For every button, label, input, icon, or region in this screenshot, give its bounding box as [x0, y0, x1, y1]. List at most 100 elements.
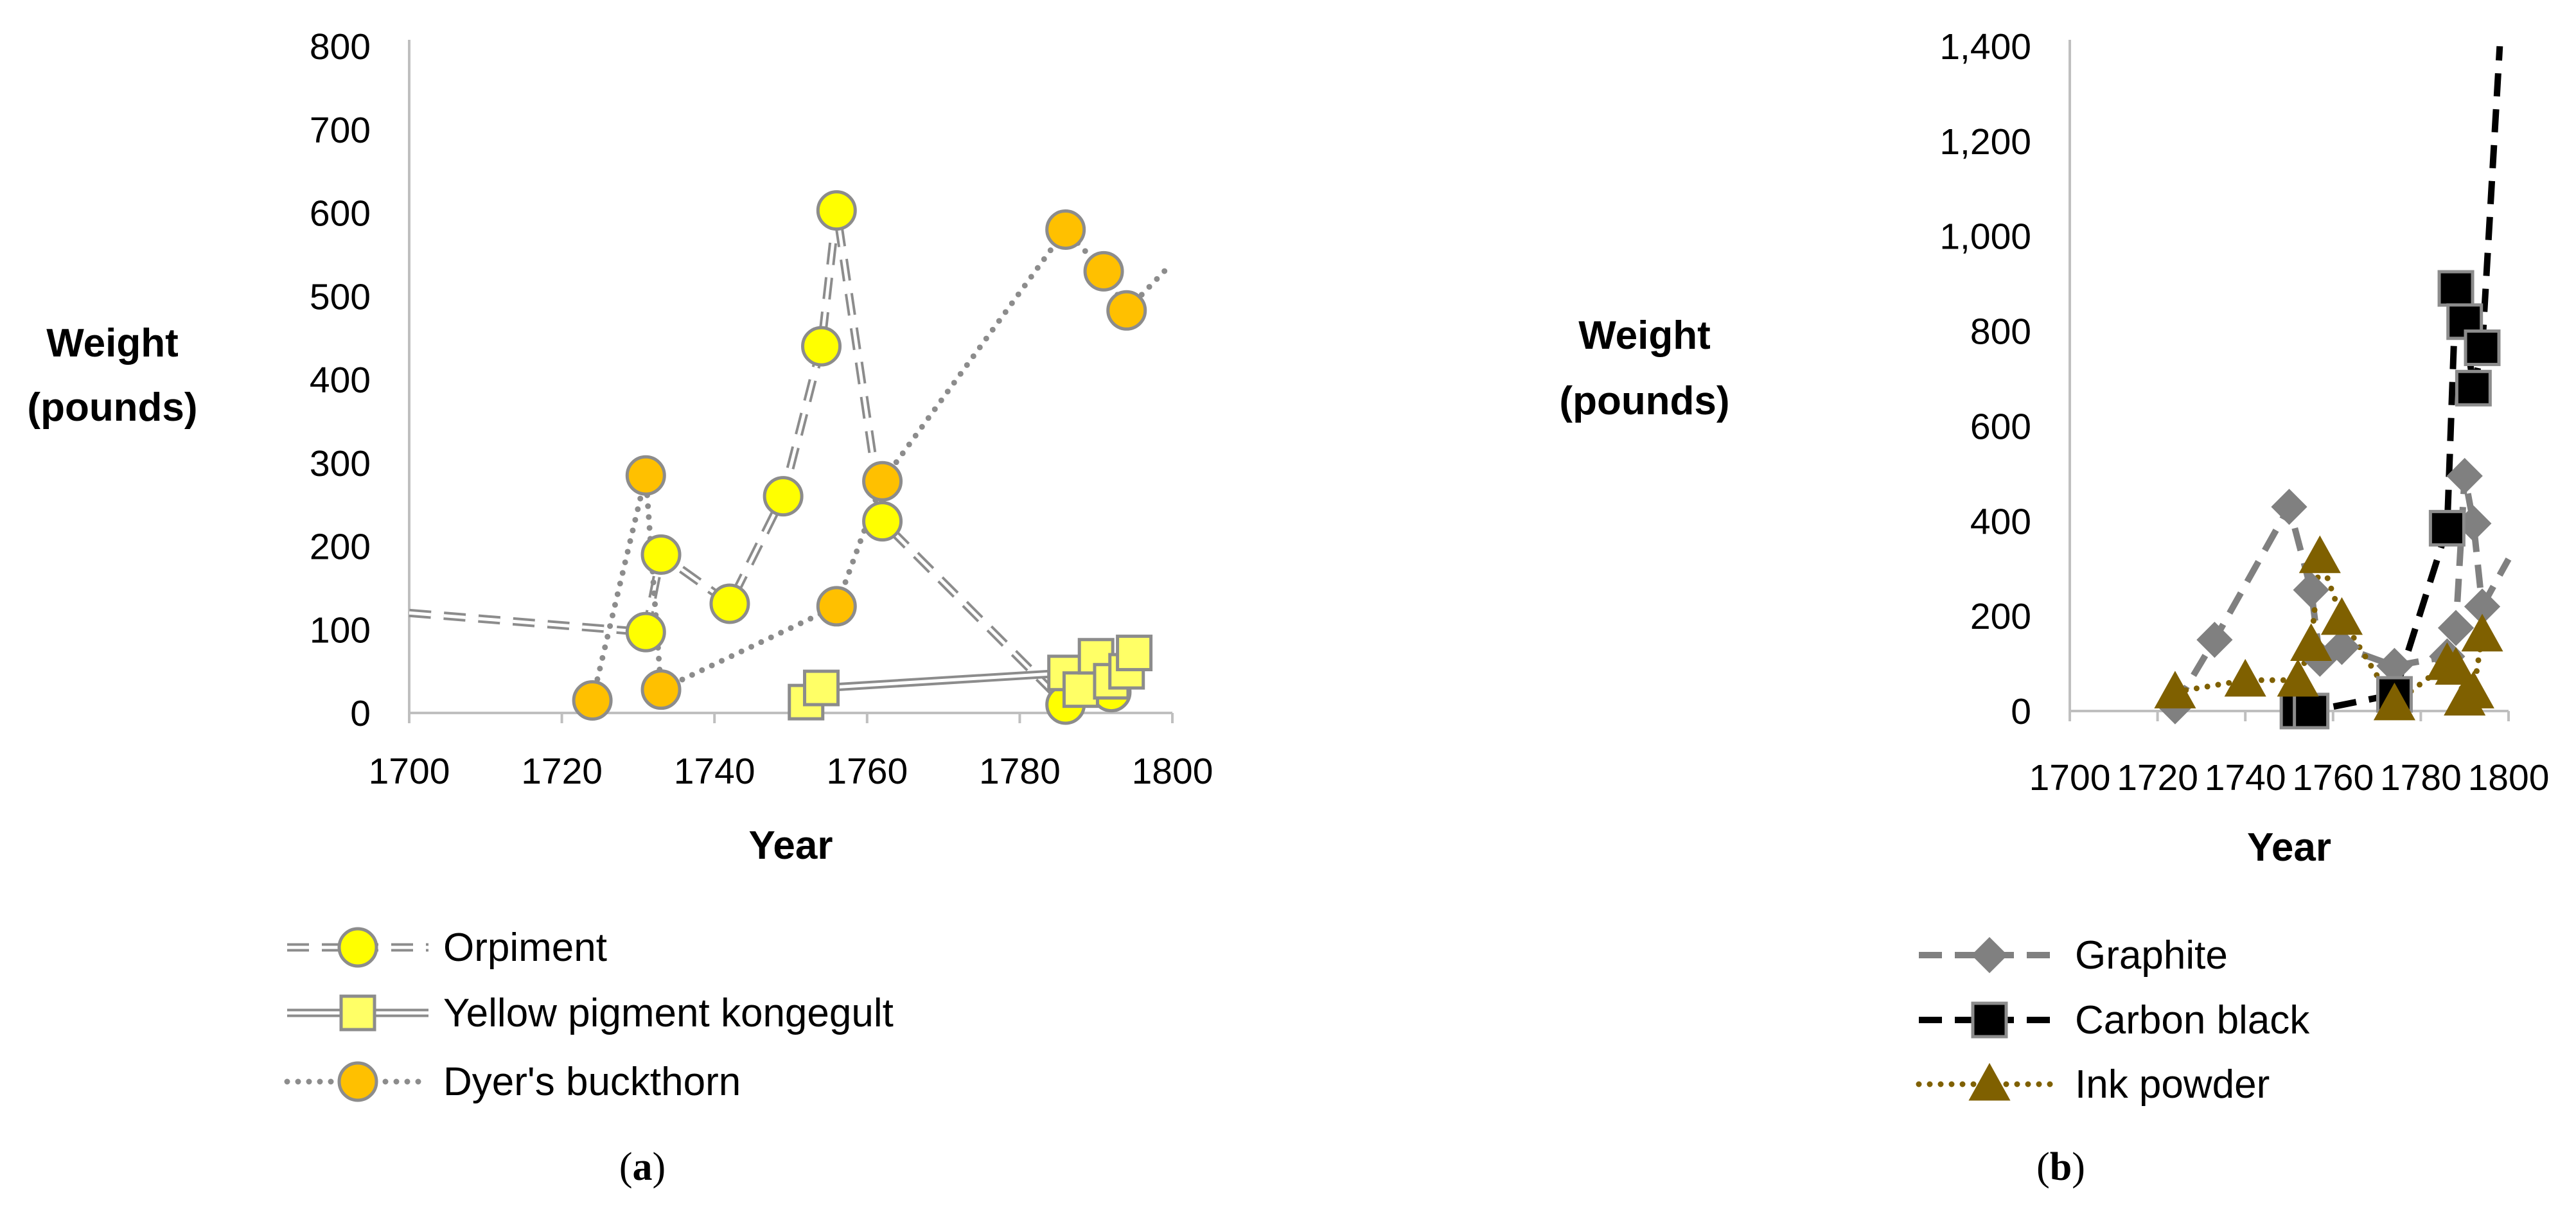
legend-marker-orpiment: [337, 927, 378, 968]
trend-line-orpiment-inner: [409, 611, 646, 634]
caption-b: (b): [2036, 1145, 2085, 1189]
data-point-ink-powder: [2435, 647, 2477, 685]
data-point-carbon-black: [2437, 270, 2475, 307]
data-point-ink-powder: [2224, 658, 2266, 697]
y-tick-label: 100: [310, 610, 371, 651]
legend-entry-ink-powder: Ink powder: [1916, 1062, 2270, 1107]
data-point-graphite: [2196, 621, 2233, 658]
legend-marker-yellow-pigment-kongegult: [339, 994, 376, 1032]
markers-yellow-pigment-kongegult: [788, 635, 1153, 721]
x-axis-title: Year: [2247, 825, 2331, 870]
y-tick-label: 0: [2011, 691, 2031, 732]
legend-marker-graphite: [1971, 936, 2008, 974]
y-tick-label: 1,000: [1939, 216, 2031, 258]
data-point-dyer-s-buckthorn: [1083, 250, 1124, 292]
x-axis-title: Year: [748, 823, 833, 868]
x-tick-label: 1740: [674, 751, 755, 792]
x-tick-label: 1720: [521, 751, 603, 792]
x-tick-label: 1720: [2117, 757, 2198, 798]
legend-label-yellow-pigment-kongegult: Yellow pigment kongegult: [443, 991, 894, 1035]
y-tick-label: 1,400: [1939, 26, 2031, 67]
y-tick-label: 0: [350, 693, 371, 734]
data-point-orpiment: [816, 190, 857, 231]
legend-entry-orpiment: Orpiment: [287, 926, 607, 970]
x-tick-label: 1760: [826, 751, 908, 792]
y-tick-label: 600: [1970, 406, 2031, 447]
data-point-orpiment: [709, 583, 750, 624]
legend-marker-ink-powder: [1968, 1062, 2011, 1101]
x-tick-label: 1740: [2205, 757, 2286, 798]
data-point-orpiment: [862, 501, 903, 542]
data-point-ink-powder: [2373, 682, 2415, 721]
markers-ink-powder: [2154, 535, 2503, 721]
legend-label-dyer-s-buckthorn: Dyer's buckthorn: [443, 1060, 741, 1104]
y-tick-label: 500: [310, 276, 371, 317]
legend-marker-carbon-black: [1971, 1001, 2008, 1039]
legend-label-ink-powder: Ink powder: [2075, 1062, 2270, 1107]
x-tick-label: 1780: [979, 751, 1061, 792]
legend-marker-dyer-s-buckthorn: [337, 1061, 378, 1102]
data-point-ink-powder: [2290, 623, 2333, 661]
x-tick-label: 1800: [2468, 757, 2550, 798]
data-point-dyer-s-buckthorn: [572, 680, 613, 721]
series-carbon-black: [2298, 46, 2503, 714]
data-point-orpiment: [625, 611, 666, 653]
y-tick-label: 600: [310, 193, 371, 234]
data-point-yellow-pigment-kongegult: [1116, 635, 1153, 672]
data-point-orpiment: [763, 476, 804, 517]
y-tick-label: 800: [1970, 312, 2031, 353]
data-point-ink-powder: [2298, 535, 2341, 574]
legend-label-graphite: Graphite: [2075, 933, 2228, 978]
y-axis-title-line2: (pounds): [1559, 379, 1729, 423]
y-tick-label: 800: [310, 26, 371, 67]
legend-label-orpiment: Orpiment: [443, 926, 607, 970]
data-point-ink-powder: [2320, 597, 2363, 635]
data-point-yellow-pigment-kongegult: [1062, 671, 1099, 708]
legend: Graphite Carbon black Ink powder: [1916, 933, 2310, 1107]
y-tick-label: 1,200: [1939, 121, 2031, 163]
data-point-ink-powder: [2154, 671, 2196, 708]
data-point-orpiment: [801, 326, 842, 367]
legend: Orpiment Yellow pigment kongegult Dyer's b…: [284, 926, 894, 1104]
plot-area: [2154, 46, 2512, 730]
data-point-graphite: [2437, 610, 2475, 646]
y-tick-label: 400: [310, 360, 371, 401]
data-point-ink-powder: [2277, 658, 2319, 697]
x-tick-label: 1700: [2029, 757, 2111, 798]
line-orpiment-inner: [644, 209, 1112, 707]
y-tick-label: 200: [310, 527, 371, 568]
data-point-dyer-s-buckthorn: [816, 586, 857, 627]
data-point-carbon-black: [2293, 692, 2330, 730]
plot-area: [409, 190, 1169, 725]
trend-line-carbon-black: [2479, 46, 2503, 348]
data-point-dyer-s-buckthorn: [862, 461, 903, 502]
data-point-ink-powder: [2461, 613, 2503, 652]
y-axis-title-line2: (pounds): [27, 385, 197, 430]
data-point-graphite: [2271, 488, 2307, 525]
x-tick-label: 1780: [2380, 757, 2462, 798]
data-point-graphite: [2293, 572, 2329, 608]
legend-entry-carbon-black: Carbon black: [1919, 998, 2310, 1042]
caption-a: (a): [619, 1145, 666, 1189]
markers-orpiment: [625, 190, 1132, 725]
y-axis-title: Weight: [1578, 313, 1711, 358]
data-point-dyer-s-buckthorn: [1045, 209, 1086, 250]
data-point-graphite: [2446, 457, 2483, 495]
line-dyer-s-buckthorn: [589, 227, 1130, 703]
y-tick-label: 400: [1970, 501, 2031, 542]
y-axis-title: Weight: [46, 321, 179, 365]
legend-entry-yellow-pigment-kongegult: Yellow pigment kongegult: [287, 991, 894, 1035]
legend-label-carbon-black: Carbon black: [2075, 998, 2310, 1042]
data-point-carbon-black: [2455, 369, 2492, 407]
line-orpiment: [641, 206, 1113, 709]
series-orpiment: [409, 206, 1113, 709]
legend-entry-graphite: Graphite: [1919, 933, 2228, 978]
x-tick-label: 1700: [369, 751, 450, 792]
x-tick-label: 1760: [2292, 757, 2374, 798]
markers-dyer-s-buckthorn: [572, 209, 1147, 721]
y-tick-label: 200: [1970, 596, 2031, 637]
data-point-dyer-s-buckthorn: [625, 455, 666, 496]
x-tick-label: 1800: [1132, 751, 1213, 792]
data-point-carbon-black: [2464, 329, 2501, 366]
